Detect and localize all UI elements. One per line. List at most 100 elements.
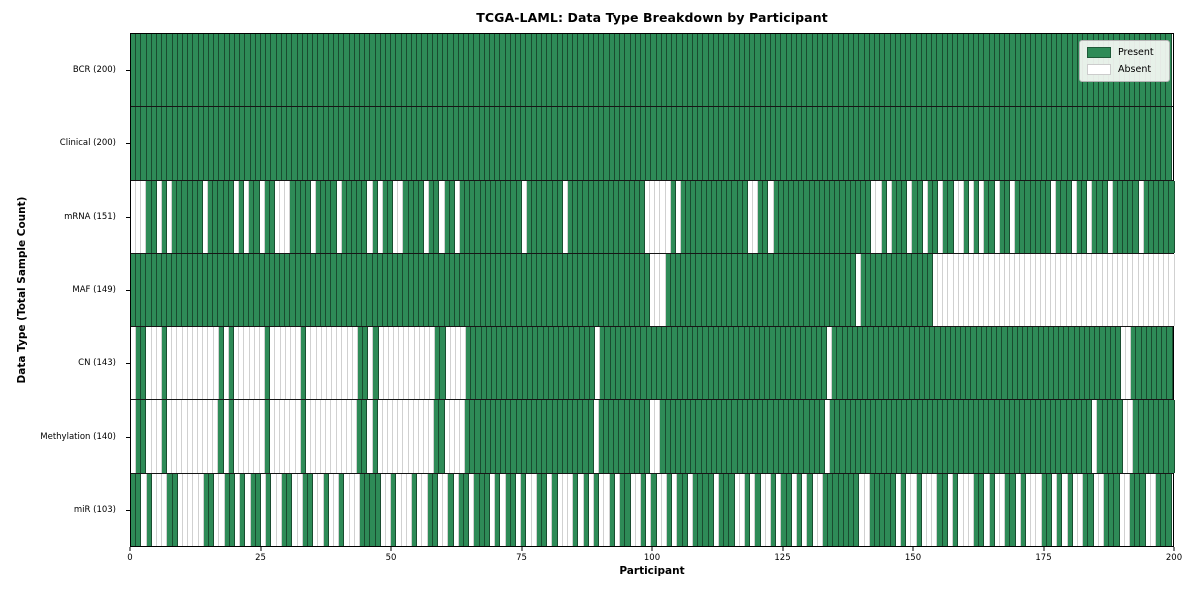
heatmap-cell [564, 327, 570, 400]
heatmap-cell [568, 473, 574, 546]
heatmap-cell [434, 253, 440, 327]
heatmap-cell [318, 34, 324, 107]
heatmap-cell [1098, 473, 1104, 546]
heatmap-cell [1020, 107, 1026, 180]
heatmap-cell [999, 180, 1005, 253]
heatmap-cell [458, 473, 464, 546]
heatmap-cell [768, 400, 774, 473]
heatmap-cell [557, 180, 563, 253]
heatmap-cell [583, 180, 589, 253]
heatmap-cell [543, 327, 549, 400]
heatmap-cell [1035, 400, 1041, 473]
heatmap-cell [131, 400, 137, 473]
heatmap-cell [677, 107, 683, 180]
heatmap-cell [672, 327, 678, 400]
heatmap-cell [280, 180, 286, 253]
heatmap-cell [804, 253, 810, 327]
heatmap-cell [432, 34, 438, 107]
heatmap-cell [259, 400, 265, 473]
heatmap-cell [619, 180, 625, 253]
heatmap-cell [974, 180, 980, 253]
heatmap-cell [984, 473, 990, 546]
heatmap-cell [703, 327, 709, 400]
heatmap-cell [708, 107, 714, 180]
heatmap-cell [439, 400, 445, 473]
heatmap-cell [183, 34, 189, 107]
heatmap-cell [480, 400, 486, 473]
heatmap-cell [424, 400, 430, 473]
heatmap-cell [781, 107, 787, 180]
heatmap-cell [989, 473, 995, 546]
heatmap-cell [192, 327, 199, 400]
heatmap-cell [162, 473, 168, 546]
heatmap-cell [531, 473, 537, 546]
heatmap-cell [568, 34, 574, 107]
legend-present-swatch [1087, 47, 1111, 58]
heatmap-cell [490, 107, 496, 180]
heatmap-cell [942, 107, 948, 180]
heatmap-cell [223, 180, 229, 253]
heatmap-cell [255, 473, 262, 546]
heatmap-cell [1051, 400, 1057, 473]
heatmap-cell [665, 400, 671, 473]
heatmap-cell [458, 107, 464, 180]
heatmap-cell [838, 34, 844, 107]
heatmap-cell [677, 473, 683, 546]
heatmap-cell [1041, 473, 1047, 546]
heatmap-cell [1040, 180, 1047, 253]
heatmap-cell [465, 253, 471, 327]
heatmap-cell [588, 253, 594, 327]
heatmap-cell [880, 473, 886, 546]
heatmap-cell [953, 34, 959, 107]
heatmap-cell [136, 253, 142, 327]
heatmap-cell [375, 473, 381, 546]
heatmap-cell [940, 327, 946, 400]
heatmap-cell [854, 473, 860, 546]
heatmap-cell [739, 34, 745, 107]
heatmap-cell [1057, 34, 1063, 107]
heatmap-cell [359, 34, 366, 107]
heatmap-cell [854, 107, 860, 180]
heatmap-cell [1015, 253, 1021, 327]
heatmap-cell [1046, 180, 1052, 253]
heatmap-cell [1138, 253, 1144, 327]
heatmap-cell [306, 327, 312, 400]
heatmap-cell [979, 34, 985, 107]
heatmap-cell [727, 180, 733, 253]
heatmap-cell [557, 473, 563, 546]
heatmap-cell [595, 327, 601, 400]
heatmap-cell [744, 34, 751, 107]
heatmap-cell [443, 107, 449, 180]
heatmap-cell [1005, 473, 1011, 546]
heatmap-cell [858, 327, 864, 400]
heatmap-cell [859, 473, 865, 546]
heatmap-cell [393, 400, 399, 473]
heatmap-cell [362, 253, 368, 327]
heatmap-cell [979, 253, 985, 327]
heatmap-cell [460, 180, 466, 253]
heatmap-cell [828, 473, 834, 546]
heatmap-cell [352, 400, 358, 473]
heatmap-cell [994, 107, 1000, 180]
heatmap-cell [1056, 400, 1062, 473]
heatmap-cell [845, 400, 851, 473]
heatmap-cell [1082, 253, 1088, 327]
heatmap-cell [131, 473, 137, 546]
heatmap-cell [640, 473, 647, 546]
heatmap-cell [380, 34, 386, 107]
heatmap-cell [290, 400, 296, 473]
heatmap-cell [172, 327, 178, 400]
heatmap-cell [1118, 180, 1124, 253]
heatmap-cell [1041, 107, 1047, 180]
heatmap-cell [989, 107, 995, 180]
heatmap-cell [470, 253, 476, 327]
heatmap-cell [1033, 327, 1039, 400]
heatmap-cell [408, 400, 414, 473]
heatmap-cell [737, 180, 743, 253]
heatmap-cell [989, 180, 995, 253]
heatmap-cell [218, 327, 224, 400]
heatmap-cell [661, 34, 667, 107]
heatmap-cell [404, 327, 410, 400]
heatmap-cell [172, 34, 178, 107]
heatmap-cell [573, 253, 579, 327]
